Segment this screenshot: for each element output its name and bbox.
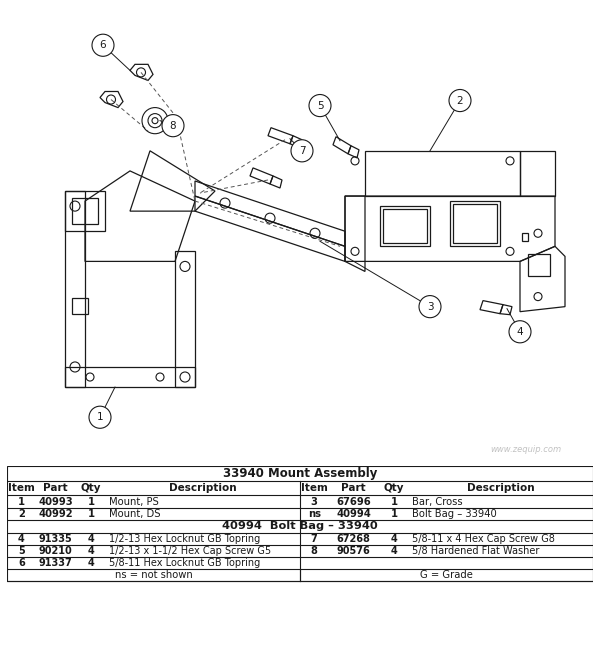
Text: 1/2-13 x 1-1/2 Hex Cap Screw G5: 1/2-13 x 1-1/2 Hex Cap Screw G5 — [109, 546, 271, 556]
Text: Description: Description — [169, 483, 237, 493]
Circle shape — [509, 321, 531, 343]
Text: 2: 2 — [457, 96, 463, 106]
Text: 33940 Mount Assembly: 33940 Mount Assembly — [223, 467, 377, 480]
Text: 7: 7 — [311, 534, 317, 544]
Text: Part: Part — [43, 483, 68, 493]
Text: 8: 8 — [170, 121, 176, 131]
Text: 1: 1 — [97, 412, 103, 422]
Text: Bolt Bag – 33940: Bolt Bag – 33940 — [412, 508, 497, 519]
Text: 40994: 40994 — [336, 508, 371, 519]
Text: 91337: 91337 — [39, 558, 73, 568]
Text: www.zequip.com: www.zequip.com — [490, 445, 561, 455]
Text: 91335: 91335 — [39, 534, 73, 544]
Text: 67268: 67268 — [337, 534, 370, 544]
Text: Part: Part — [341, 483, 366, 493]
Text: 90576: 90576 — [337, 546, 370, 556]
Text: 7: 7 — [299, 146, 305, 156]
Circle shape — [162, 115, 184, 136]
Circle shape — [309, 94, 331, 117]
Text: ns: ns — [308, 508, 320, 519]
Text: 5: 5 — [317, 100, 323, 111]
Circle shape — [89, 406, 111, 428]
Text: 5/8-11 x 4 Hex Cap Screw G8: 5/8-11 x 4 Hex Cap Screw G8 — [412, 534, 555, 544]
Text: 4: 4 — [517, 327, 523, 337]
Text: 4: 4 — [391, 546, 397, 556]
Text: 67696: 67696 — [336, 497, 371, 506]
Text: 1: 1 — [391, 497, 397, 506]
Text: 4: 4 — [88, 546, 94, 556]
Text: 6: 6 — [18, 558, 25, 568]
Text: Description: Description — [467, 483, 535, 493]
Circle shape — [449, 89, 471, 112]
Text: 90210: 90210 — [39, 546, 73, 556]
Text: 1: 1 — [88, 508, 95, 519]
Text: 5/8 Hardened Flat Washer: 5/8 Hardened Flat Washer — [412, 546, 539, 556]
Circle shape — [419, 296, 441, 318]
Text: 40992: 40992 — [38, 508, 73, 519]
Text: Item: Item — [301, 483, 328, 493]
Text: G = Grade: G = Grade — [420, 570, 473, 581]
Text: 1: 1 — [18, 497, 25, 506]
Text: 8: 8 — [311, 546, 317, 556]
Text: 4: 4 — [88, 534, 94, 544]
Text: 5: 5 — [18, 546, 25, 556]
Text: 2: 2 — [18, 508, 25, 519]
Text: Bar, Cross: Bar, Cross — [412, 497, 463, 506]
Text: 40993: 40993 — [38, 497, 73, 506]
Text: 1/2-13 Hex Locknut GB Topring: 1/2-13 Hex Locknut GB Topring — [109, 534, 260, 544]
Text: 3: 3 — [311, 497, 317, 506]
Circle shape — [92, 34, 114, 56]
Circle shape — [291, 140, 313, 162]
Text: 4: 4 — [88, 558, 94, 568]
Text: Item: Item — [8, 483, 35, 493]
Text: 40994  Bolt Bag – 33940: 40994 Bolt Bag – 33940 — [222, 522, 378, 531]
Text: 4: 4 — [391, 534, 397, 544]
Text: Qty: Qty — [383, 483, 404, 493]
Text: Mount, DS: Mount, DS — [109, 508, 161, 519]
Text: 1: 1 — [391, 508, 397, 519]
Text: 6: 6 — [100, 40, 106, 51]
Text: 4: 4 — [18, 534, 25, 544]
Text: Qty: Qty — [81, 483, 101, 493]
Text: 5/8-11 Hex Locknut GB Topring: 5/8-11 Hex Locknut GB Topring — [109, 558, 260, 568]
Text: 3: 3 — [427, 302, 433, 312]
Text: ns = not shown: ns = not shown — [115, 570, 193, 581]
Text: 1: 1 — [88, 497, 95, 506]
Text: Mount, PS: Mount, PS — [109, 497, 159, 506]
